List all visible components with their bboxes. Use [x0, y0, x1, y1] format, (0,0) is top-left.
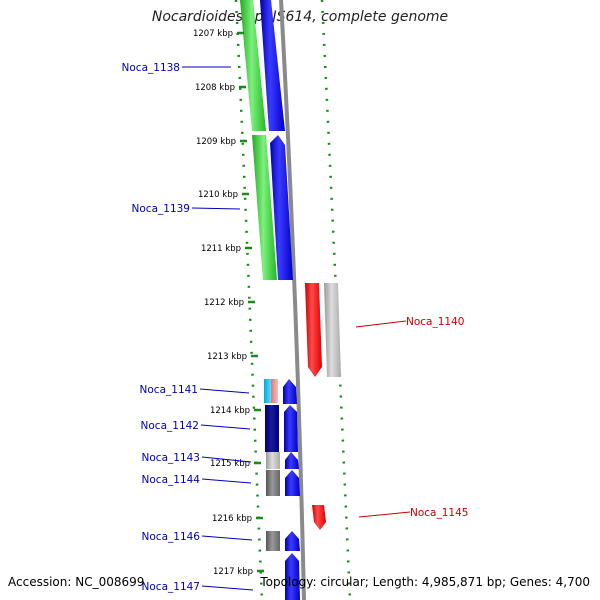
gene-label-noca-1138[interactable]: Noca_1138: [122, 62, 180, 74]
kbp-tick-label: 1216 kbp: [212, 514, 252, 524]
gene-block-1142-navy: [265, 405, 279, 452]
kbp-tick-label: 1213 kbp: [207, 352, 247, 362]
gene-block-1142: [284, 405, 298, 452]
gene-block-1141: [283, 379, 297, 404]
kbp-tick-label: 1214 kbp: [210, 406, 250, 416]
gene-leader-line: [199, 388, 250, 394]
kbp-tick-label: 1215 kbp: [210, 459, 250, 469]
gene-block-1145: [312, 505, 326, 530]
gene-block-1144-dark: [266, 470, 280, 496]
gene-block-1141-cyan: [264, 379, 271, 403]
gene-block-1144: [285, 470, 300, 496]
gene-label-noca-1146[interactable]: Noca_1146: [142, 531, 201, 543]
green-track-lower: [252, 135, 277, 280]
kbp-tick-label: 1210 kbp: [198, 190, 238, 200]
gene-leader-line: [358, 511, 411, 518]
gene-label-noca-1145[interactable]: Noca_1145: [410, 507, 468, 519]
accession-label: Accession: NC_008699: [8, 575, 145, 589]
gene-block-1143-grey: [266, 452, 280, 469]
gene-block-1146-dark: [266, 531, 280, 551]
gene-leader-line: [201, 478, 252, 484]
kbp-tick-label: 1211 kbp: [201, 244, 241, 254]
gene-block-1138: [260, 0, 285, 131]
kbp-tick-label: 1209 kbp: [196, 137, 236, 147]
gene-label-noca-1139[interactable]: Noca_1139: [132, 203, 190, 215]
kbp-tick-labels: 1207 kbp 1208 kbp 1209 kbp 1210 kbp 1211 kbp…: [193, 29, 264, 577]
gene-label-noca-1143[interactable]: Noca_1143: [142, 452, 200, 464]
gene-label-noca-1140[interactable]: Noca_1140: [406, 316, 464, 328]
gene-leader-line: [355, 320, 407, 328]
gene-leader-line: [201, 585, 254, 591]
green-track-upper: [240, 0, 266, 131]
gene-label-noca-1147[interactable]: Noca_1147: [142, 581, 200, 593]
gene-leader-line: [191, 207, 241, 210]
gene-block-1140: [305, 283, 322, 377]
gene-block-1141-pink: [271, 379, 278, 403]
gene-labels: Noca_1138 Noca_1139 Noca_1140 Noca_1141 Noca…: [122, 62, 469, 593]
gene-label-noca-1144[interactable]: Noca_1144: [142, 474, 201, 486]
gene-label-noca-1141[interactable]: Noca_1141: [140, 384, 198, 396]
gene-label-noca-1142[interactable]: Noca_1142: [141, 420, 199, 432]
kbp-tick-label: 1217 kbp: [213, 567, 253, 577]
kbp-tick-label: 1207 kbp: [193, 29, 233, 39]
kbp-tick-label: 1212 kbp: [204, 298, 244, 308]
kbp-tick-label: 1208 kbp: [195, 83, 235, 93]
gene-leader-line: [201, 456, 252, 463]
genome-summary: Topology: circular; Length: 4,985,871 bp…: [260, 575, 590, 589]
gene-leader-line: [200, 424, 251, 430]
gene-leader-line: [201, 535, 253, 541]
gene-block-1143: [285, 452, 299, 469]
gene-block-1146: [285, 531, 300, 551]
gene-block-1147: [285, 553, 300, 600]
gene-block-1139: [270, 135, 293, 280]
page-title: Nocardioides sp. JS614, complete genome: [151, 9, 449, 25]
genome-backbone: [279, 0, 306, 600]
gene-block-1140-grey: [324, 283, 341, 377]
